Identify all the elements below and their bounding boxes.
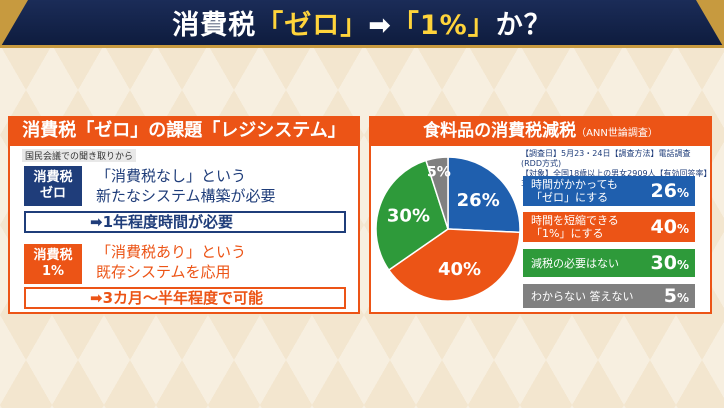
desc-one-percent: 「消費税あり」という 既存システムを応用 [96,242,246,282]
desc-one-line1: 「消費税あり」という [96,243,247,261]
result-zero: ➡1年程度時間が必要 [24,211,346,233]
header-corner-left [0,0,28,48]
legend-value: 30 [650,252,677,274]
legend-label: 「ゼロ」にする [531,191,609,204]
pie-label: 5% [427,165,451,181]
legend-label: わからない 答えない [531,289,634,303]
pie-label: 26% [457,190,500,211]
title-zero: 「ゼロ」 [256,10,369,41]
pie-chart: 26% 40% 30% 5% [375,156,521,302]
panel-banner: 消費税「ゼロ」の課題「レジシステム」 [8,116,360,146]
desc-zero: 「消費税なし」という 新たなシステム構築が必要 [96,166,276,206]
pie-label: 30% [387,206,430,227]
result-one-percent: ➡3カ月～半年程度で可能 [24,287,346,309]
tag-zero-line2: ゼロ [39,186,66,201]
legend-value: 5 [663,285,677,307]
legend-value: 40 [650,216,677,238]
poll-source: （ANN世論調査） [576,128,658,139]
tag-zero: 消費税 ゼロ [24,166,82,206]
legend-item-no-cut: 減税の必要はない 30% [523,249,695,277]
desc-zero-line2: 新たなシステム構築が必要 [96,187,276,205]
page-title: 消費税「ゼロ」➡「1%」か？ [172,3,551,42]
pie-slice-zero [447,156,521,234]
poll-title: 食料品の消費税減税 [423,121,577,141]
desc-one-line2: 既存システムを応用 [96,263,231,281]
legend-value: 26 [650,180,677,202]
pie-slice-no-cut [375,159,449,272]
title-pre: 消費税 [172,10,257,41]
legend-item-one-percent: 時間を短縮できる 「1%」にする 40% [523,212,695,242]
source-note: 国民会議での聞き取りから [22,149,137,162]
tag-one-line2: 1% [41,264,65,279]
poll-panel: 食料品の消費税減税（ANN世論調査） 【調査日】5月23・24日【調査方法】電話… [369,116,712,314]
legend-item-unknown: わからない 答えない 5% [523,284,695,308]
header-corner-right [696,0,724,48]
survey-line1: 【調査日】5月23・24日【調査方法】電話調査(RDD方式) [521,149,691,168]
title-one-percent: 「1%」 [391,10,496,41]
legend-unit: % [676,186,689,200]
desc-zero-line1: 「消費税なし」という [96,167,247,185]
title-post: か？ [495,10,552,41]
tag-one-percent: 消費税 1% [24,244,82,284]
legend-item-zero: 時間がかかっても 「ゼロ」にする 26% [523,176,695,206]
pie-slice-one-percent [387,228,521,302]
legend-label: 時間がかかっても [531,178,618,191]
arrow-icon: ➡ [368,10,392,41]
header-bar: 消費税「ゼロ」➡「1%」か？ [0,0,724,48]
legend-unit: % [676,258,689,272]
legend-unit: % [676,222,689,236]
poll-banner: 食料品の消費税減税（ANN世論調査） [369,116,712,146]
legend-label: 「1%」にする [531,227,604,240]
register-system-panel: 消費税「ゼロ」の課題「レジシステム」 国民会議での聞き取りから 消費税 ゼロ 「… [8,116,360,314]
tag-one-line1: 消費税 [33,248,73,263]
legend-unit: % [676,291,689,305]
legend-label: 時間を短縮できる [531,214,619,227]
tag-zero-line1: 消費税 [33,170,73,185]
legend-label: 減税の必要はない [531,256,619,270]
pie-label: 40% [438,259,481,280]
pie-slice-unknown [425,156,449,230]
